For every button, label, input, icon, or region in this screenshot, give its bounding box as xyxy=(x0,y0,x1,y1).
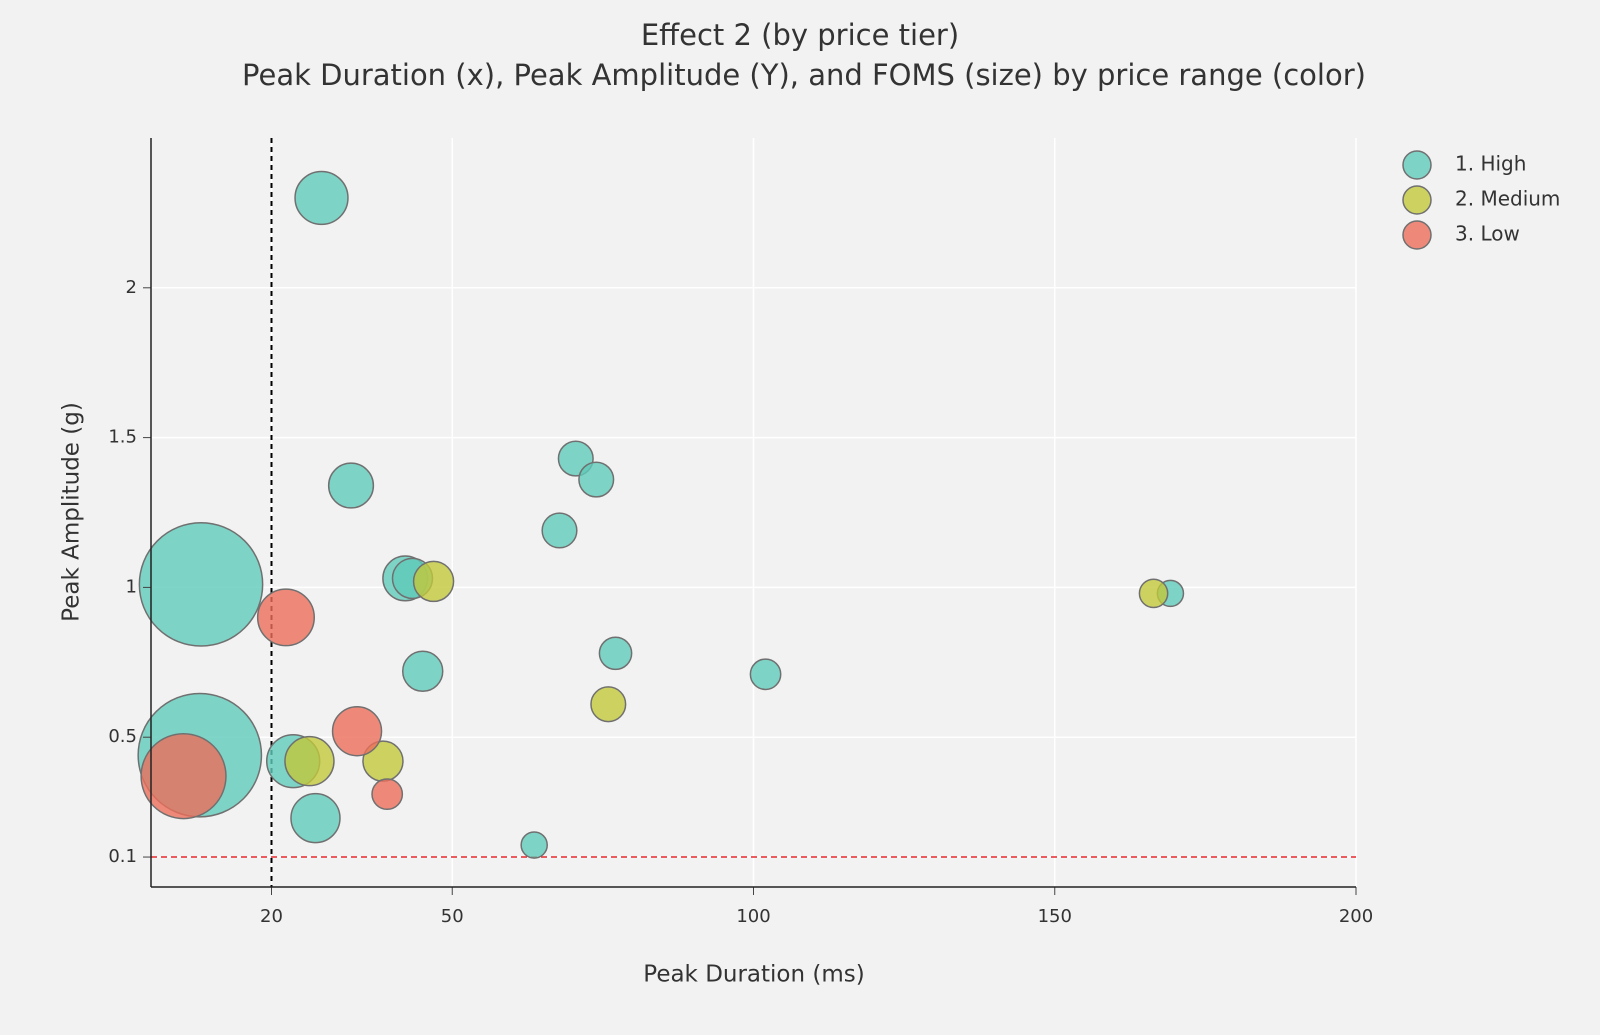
chart-title: Effect 2 (by price tier) xyxy=(641,18,959,52)
legend: 1. High 2. Medium 3. Low xyxy=(1402,150,1560,250)
bubble xyxy=(1138,578,1169,609)
plot-area xyxy=(137,170,1185,859)
bubble xyxy=(541,512,578,549)
legend-marker xyxy=(1402,185,1432,215)
legend-marker xyxy=(1402,150,1432,180)
bubble xyxy=(138,522,264,647)
bubble xyxy=(327,462,375,509)
y-tick-label: 0.1 xyxy=(108,846,137,867)
background xyxy=(4,0,1596,1033)
bubble xyxy=(140,732,227,820)
bubble xyxy=(371,778,404,811)
bubble xyxy=(578,461,615,498)
chart-subtitle: Peak Duration (x), Peak Amplitude (Y), a… xyxy=(242,58,1366,92)
y-axis-label: Peak Amplitude (g) xyxy=(59,402,85,622)
x-tick-label: 150 xyxy=(1038,906,1072,927)
x-axis-label: Peak Duration (ms) xyxy=(643,962,864,988)
x-tick-label: 200 xyxy=(1339,906,1373,927)
bubble xyxy=(520,831,548,859)
legend-marker xyxy=(1402,220,1432,250)
x-tick-label: 50 xyxy=(441,906,464,927)
bubble xyxy=(412,560,455,603)
axes: 0.1 0.5 1 1.5 2 20 50 100 150 200 xyxy=(108,138,1373,927)
y-tick-label: 1 xyxy=(126,576,137,597)
x-tick-label: 100 xyxy=(736,906,770,927)
legend-label: 3. Low xyxy=(1455,222,1520,246)
bubble xyxy=(598,636,633,671)
y-tick-label: 1.5 xyxy=(108,427,137,448)
bubble xyxy=(749,658,782,691)
legend-label: 1. High xyxy=(1455,152,1526,176)
legend-label: 2. Medium xyxy=(1455,187,1560,211)
y-tick-label: 0.5 xyxy=(108,726,137,747)
bubble xyxy=(294,170,349,226)
bubble xyxy=(290,792,341,844)
bubble xyxy=(284,735,335,787)
bubble xyxy=(256,588,315,647)
bubble xyxy=(401,650,444,693)
bubble xyxy=(590,686,627,723)
x-tick-label: 20 xyxy=(260,906,283,927)
bubble xyxy=(331,705,383,757)
y-tick-label: 2 xyxy=(126,277,137,298)
